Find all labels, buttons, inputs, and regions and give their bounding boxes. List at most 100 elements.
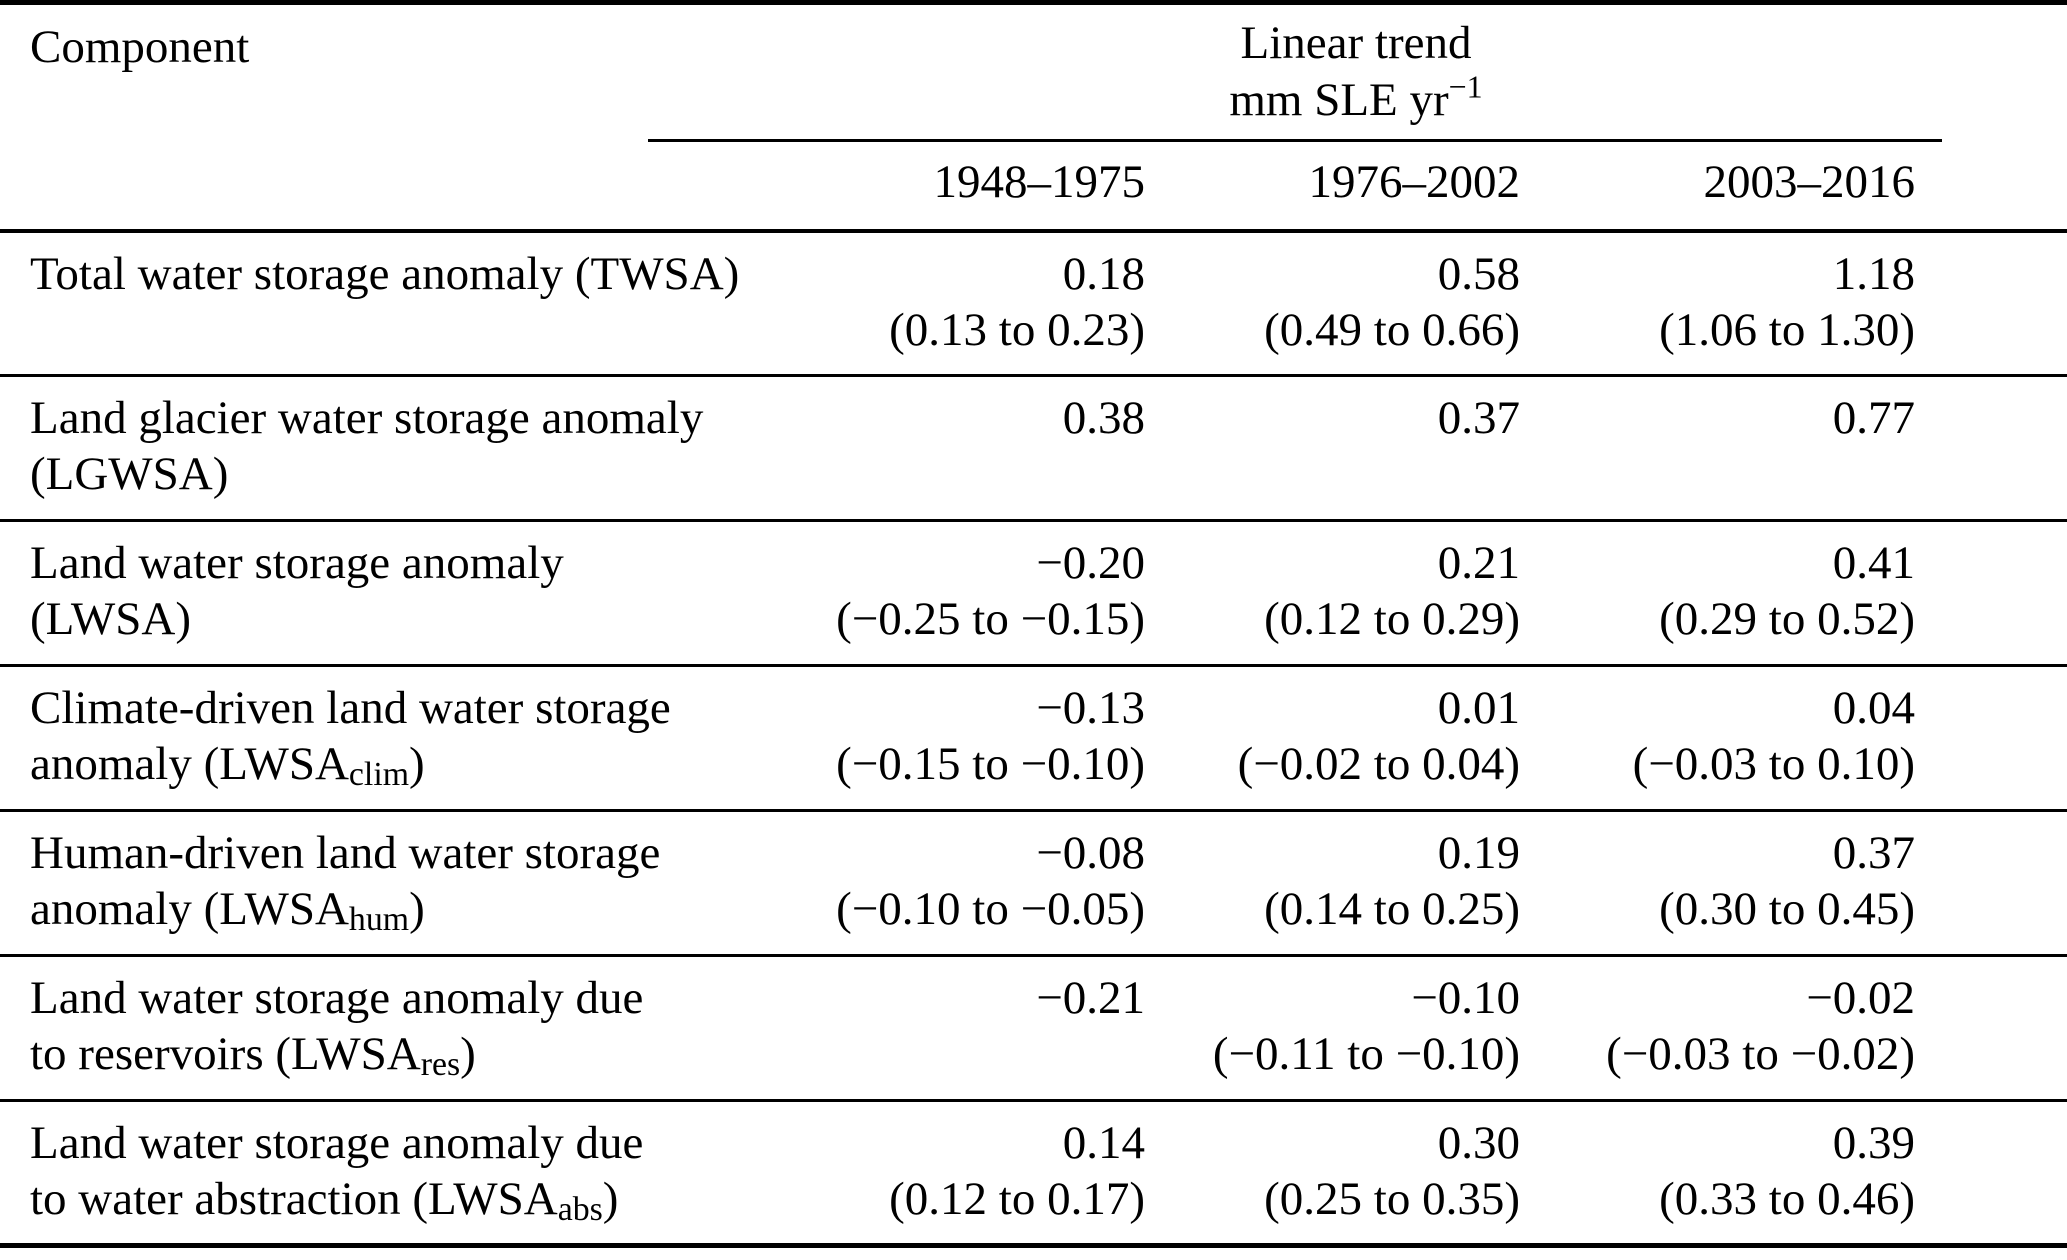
trend-value: 0.21 xyxy=(1437,537,1520,589)
confidence-interval: (0.49 to 0.66) xyxy=(1264,303,1520,356)
component-cell: Climate-driven land water storage anomal… xyxy=(0,665,671,812)
confidence-interval: (−0.03 to −0.02) xyxy=(1606,1028,1915,1080)
trend-cell-2003-2016: 1.18 (1.06 to 1.30) xyxy=(1520,230,1942,377)
row-spacer xyxy=(1942,955,2067,1102)
confidence-interval: (0.13 to 0.23) xyxy=(889,303,1145,356)
trend-cell-1948-1975: 0.14 (0.12 to 0.17) xyxy=(648,1101,1145,1246)
trend-cell-1948-1975: −0.21 xyxy=(648,955,1145,1102)
trend-value: 0.37 xyxy=(1437,392,1520,444)
component-cell: Land glacier water storage anomaly (LGWS… xyxy=(0,375,704,522)
header-spacer xyxy=(1942,140,2067,233)
confidence-interval: (−0.15 to −0.10) xyxy=(836,738,1145,790)
trend-value: −0.21 xyxy=(1036,972,1145,1024)
confidence-interval: (−0.10 to −0.05) xyxy=(836,883,1145,935)
table-row-lwsa-res: Land water storage anomaly due to reserv… xyxy=(0,955,2067,1102)
trend-cell-2003-2016: −0.02 (−0.03 to −0.02) xyxy=(1520,955,1942,1102)
trend-cell-1948-1975: −0.08 (−0.10 to −0.05) xyxy=(648,810,1145,957)
component-name-line1: Total water storage anomaly (TWSA) xyxy=(30,247,740,300)
trend-value: 0.41 xyxy=(1832,537,1915,589)
confidence-interval: (0.14 to 0.25) xyxy=(1264,883,1520,935)
trend-cell-2003-2016: 0.39 (0.33 to 0.46) xyxy=(1520,1101,1942,1246)
component-cell: Land water storage anomaly due to reserv… xyxy=(0,955,648,1102)
trend-cell-2003-2016: 0.04 (−0.03 to 0.10) xyxy=(1520,665,1942,812)
confidence-interval: (0.25 to 0.35) xyxy=(1264,1173,1520,1225)
component-cell: Land water storage anomaly due to water … xyxy=(0,1101,648,1246)
component-cell: Human-driven land water storage anomaly … xyxy=(0,810,661,957)
trend-cell-1948-1975: −0.13 (−0.15 to −0.10) xyxy=(648,665,1145,812)
table-row-lgwsa: Land glacier water storage anomaly (LGWS… xyxy=(0,375,2067,522)
component-name-line2: to reservoirs (LWSAres) xyxy=(30,1028,476,1084)
trend-value: 0.38 xyxy=(1062,392,1145,444)
trend-value: 0.19 xyxy=(1437,827,1520,879)
trend-value: 0.14 xyxy=(1062,1117,1145,1169)
component-name-line1: Land water storage anomaly xyxy=(30,537,564,589)
component-cell: Total water storage anomaly (TWSA) xyxy=(0,230,740,377)
unit-text: mm SLE yr xyxy=(1229,74,1449,126)
confidence-interval: (−0.03 to 0.10) xyxy=(1632,738,1915,790)
confidence-interval: (1.06 to 1.30) xyxy=(1659,303,1915,356)
component-name-line1: Land glacier water storage anomaly xyxy=(30,392,704,444)
trend-cell-2003-2016: 0.41 (0.29 to 0.52) xyxy=(1520,520,1942,667)
trend-value: 0.04 xyxy=(1832,682,1915,734)
component-name-line2: (LWSA) xyxy=(30,593,191,645)
table-row-lwsa-abs: Land water storage anomaly due to water … xyxy=(0,1101,2067,1246)
trend-cell-1976-2002: 0.37 xyxy=(1145,375,1520,522)
trend-cell-1948-1975: −0.20 (−0.25 to −0.15) xyxy=(648,520,1145,667)
group-header-title: Linear trend xyxy=(1240,17,1472,69)
trend-value: 0.01 xyxy=(1437,682,1520,734)
row-spacer xyxy=(1942,520,2067,667)
trend-value: −0.08 xyxy=(1036,827,1145,879)
trend-value: 0.30 xyxy=(1437,1117,1520,1169)
table-row-lwsa: Land water storage anomaly (LWSA) −0.20 … xyxy=(0,520,2067,667)
trend-value: −0.10 xyxy=(1411,972,1520,1024)
component-name-line2: anomaly (LWSAclim) xyxy=(30,738,425,794)
component-name-line1: Climate-driven land water storage xyxy=(30,682,671,734)
component-name-line2: (LGWSA) xyxy=(30,448,229,500)
trend-value: −0.13 xyxy=(1036,682,1145,734)
trend-value: 0.18 xyxy=(1062,247,1145,300)
trend-value: 1.18 xyxy=(1832,247,1915,300)
confidence-interval: (−0.02 to 0.04) xyxy=(1237,738,1520,790)
row-spacer xyxy=(1942,810,2067,957)
confidence-interval: (0.12 to 0.17) xyxy=(889,1173,1145,1225)
column-group-header-linear-trend: Linear trend mm SLE yr−1 xyxy=(648,2,1942,142)
trend-value: 0.58 xyxy=(1437,247,1520,300)
trend-value: −0.02 xyxy=(1806,972,1915,1024)
trend-cell-2003-2016: 0.37 (0.30 to 0.45) xyxy=(1520,810,1942,957)
trend-cell-1976-2002: 0.01 (−0.02 to 0.04) xyxy=(1145,665,1520,812)
row-spacer xyxy=(1942,375,2067,522)
component-cell: Land water storage anomaly (LWSA) xyxy=(0,520,648,667)
trend-value: 0.37 xyxy=(1832,827,1915,879)
table-row-twsa: Total water storage anomaly (TWSA) 0.18 … xyxy=(0,230,2067,377)
confidence-interval: (0.29 to 0.52) xyxy=(1659,593,1915,645)
trend-value: 0.39 xyxy=(1832,1117,1915,1169)
confidence-interval: (0.33 to 0.46) xyxy=(1659,1173,1915,1225)
row-spacer xyxy=(1942,665,2067,812)
column-header-component: Component xyxy=(0,2,648,233)
unit-exponent: −1 xyxy=(1448,69,1483,105)
trend-cell-1948-1975: 0.38 xyxy=(648,375,1145,522)
component-name-line1: Land water storage anomaly due xyxy=(30,972,644,1024)
trend-value: −0.20 xyxy=(1036,537,1145,589)
column-header-period-2003-2016: 2003–2016 xyxy=(1520,140,1942,233)
trend-cell-1948-1975: 0.18 (0.13 to 0.23) xyxy=(648,230,1145,377)
table-row-lwsa-clim: Climate-driven land water storage anomal… xyxy=(0,665,2067,812)
component-name-line1: Human-driven land water storage xyxy=(30,827,661,879)
group-header-unit: mm SLE yr−1 xyxy=(770,69,1942,129)
confidence-interval: (−0.25 to −0.15) xyxy=(836,593,1145,645)
trend-cell-1976-2002: 0.19 (0.14 to 0.25) xyxy=(1145,810,1520,957)
trend-cell-1976-2002: 0.21 (0.12 to 0.29) xyxy=(1145,520,1520,667)
header-spacer xyxy=(1942,3,2067,141)
row-spacer xyxy=(1942,1101,2067,1246)
row-spacer xyxy=(1942,230,2067,377)
confidence-interval: (0.12 to 0.29) xyxy=(1264,593,1520,645)
confidence-interval: (0.30 to 0.45) xyxy=(1659,883,1915,935)
column-header-period-1976-2002: 1976–2002 xyxy=(1145,140,1520,233)
confidence-interval: (−0.11 to −0.10) xyxy=(1212,1028,1520,1080)
component-name-line2: anomaly (LWSAhum) xyxy=(30,883,425,939)
trend-cell-2003-2016: 0.77 xyxy=(1520,375,1942,522)
trend-value: 0.77 xyxy=(1832,392,1915,444)
component-name-line2: to water abstraction (LWSAabs) xyxy=(30,1173,619,1229)
table-row-lwsa-hum: Human-driven land water storage anomaly … xyxy=(0,810,2067,957)
